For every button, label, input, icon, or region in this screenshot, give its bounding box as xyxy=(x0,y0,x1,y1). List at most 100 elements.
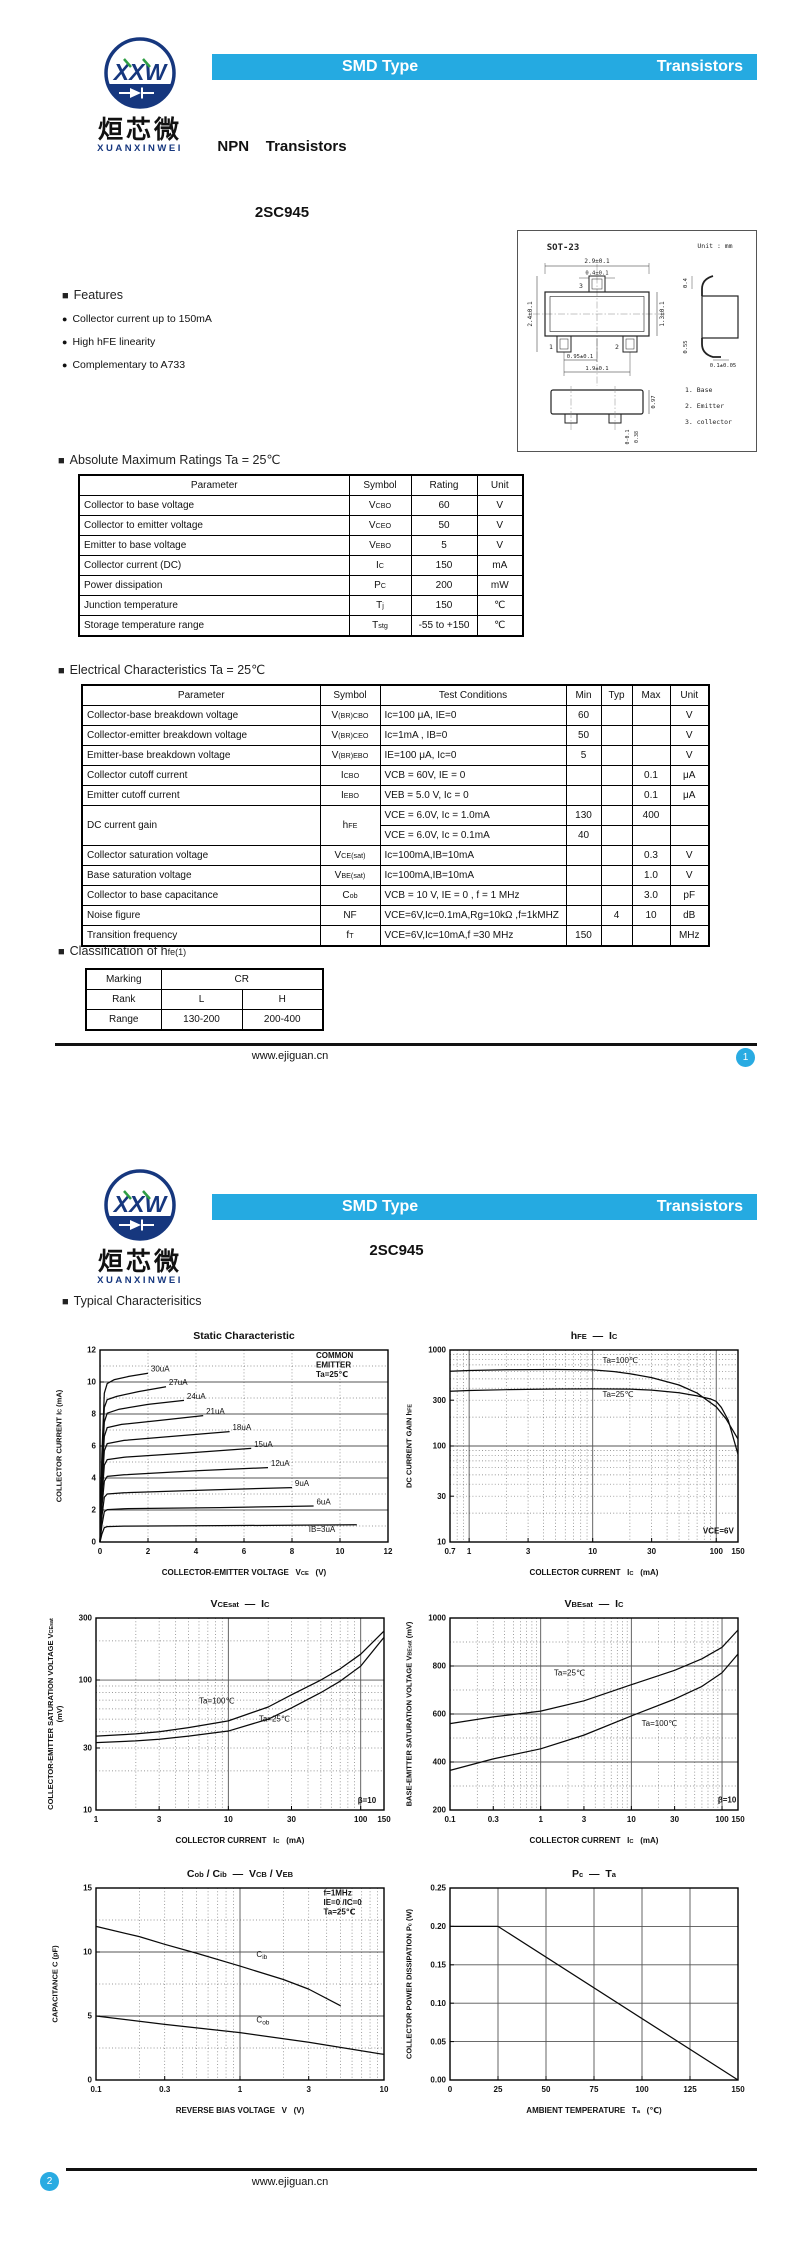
svg-text:0.05: 0.05 xyxy=(430,2037,446,2046)
svg-text:30: 30 xyxy=(670,1815,679,1824)
svg-text:10: 10 xyxy=(83,1948,92,1957)
table-cell: L xyxy=(160,989,243,1010)
table-cell: Transition frequency xyxy=(81,925,321,947)
chart-title: hFE — IC xyxy=(570,1330,618,1342)
chart-annotation: β=10 xyxy=(718,1795,737,1804)
x-axis-label: COLLECTOR CURRENT IC (mA) xyxy=(175,1836,305,1845)
svg-text:200: 200 xyxy=(433,1806,447,1815)
table-cell: Range xyxy=(85,1009,162,1031)
table-row: Range 130-200 200-400 xyxy=(85,1009,324,1031)
table-cell: 0.3 xyxy=(631,845,671,866)
svg-text:0.15: 0.15 xyxy=(430,1961,446,1970)
svg-text:1: 1 xyxy=(94,1815,99,1824)
table-cell: Base saturation voltage xyxy=(81,865,321,886)
svg-text:50: 50 xyxy=(542,2085,551,2094)
svg-text:15: 15 xyxy=(83,1884,92,1893)
x-axis-label: COLLECTOR CURRENT IC (mA) xyxy=(529,1568,659,1577)
table-cell: VCE = 6.0V, Ic = 0.1mA xyxy=(379,825,567,846)
svg-text:150: 150 xyxy=(731,2085,745,2094)
pin2-label: 2 xyxy=(615,343,619,351)
abs-max-heading: ■ Absolute Maximum Ratings Ta = 25℃ xyxy=(58,453,281,467)
svg-text:10: 10 xyxy=(87,1378,96,1387)
series-label: 6uA xyxy=(316,1497,331,1506)
svg-text:8: 8 xyxy=(92,1410,97,1419)
chart-series-Ta=25C xyxy=(95,1636,385,1744)
series-label: 9uA xyxy=(295,1479,310,1488)
x-axis-label: AMBIENT TEMPERATURE Ta (℃) xyxy=(526,2106,662,2115)
series-label: IB=3uA xyxy=(309,1525,336,1534)
bullet-icon: ● xyxy=(62,314,68,324)
series-label: 24uA xyxy=(187,1392,206,1401)
table-cell: V xyxy=(476,515,524,536)
series-label: Ta=100℃ xyxy=(199,1696,234,1705)
column-header: Symbol xyxy=(319,684,381,706)
table-cell: Ic=100 μA, IE=0 xyxy=(379,705,567,726)
svg-text:3: 3 xyxy=(582,1815,587,1824)
chart-series-18uA xyxy=(99,1430,230,1543)
table-cell: -55 to +150 xyxy=(410,615,478,637)
table-cell: IC xyxy=(348,555,412,576)
series-label: Ta=25℃ xyxy=(554,1669,585,1678)
x-axis-label: COLLECTOR CURRENT IC (mA) xyxy=(529,1836,659,1845)
table-cell xyxy=(669,825,710,846)
svg-text:150: 150 xyxy=(377,1815,391,1824)
table-row: Marking CR xyxy=(85,968,324,990)
logo-text: XXW xyxy=(112,59,169,85)
brand-name-english: XUANXINWEI xyxy=(97,1275,183,1286)
table-cell: Collector-base breakdown voltage xyxy=(81,705,321,726)
chart-vbesat-ic: VBEsat — IC 0.1 0.3 1 3 10 30 100 150 200 400 600 80… xyxy=(402,1598,747,1848)
y-axis-label: COLLECTOR CURRENT IC (mA) xyxy=(54,1389,64,1503)
table-cell: VCB = 60V, IE = 0 xyxy=(379,765,567,786)
logo-green-mark xyxy=(123,58,132,68)
svg-text:25: 25 xyxy=(494,2085,503,2094)
feature-item: ● Collector current up to 150mA xyxy=(62,313,212,325)
brand-name-chinese: 烜芯微 xyxy=(97,1248,182,1276)
svg-text:1: 1 xyxy=(467,1547,472,1556)
chart-static-characteristic: Static Characteristic 0 2 4 6 8 10 12 0 2 4 6 8 10 12 3… xyxy=(52,1330,397,1580)
table-cell: mA xyxy=(476,555,524,576)
chart-series-9uA xyxy=(99,1486,293,1543)
chart-title: Cob / Cib — VCB / VEB xyxy=(186,1868,294,1880)
column-header: Unit xyxy=(476,474,524,496)
svg-text:100: 100 xyxy=(79,1676,93,1685)
table-cell: 150 xyxy=(410,595,478,616)
table-cell xyxy=(600,725,633,746)
table-row: Rank L H xyxy=(85,989,324,1010)
unit-label: Unit : mm xyxy=(697,242,732,250)
table-row: Transition frequency fT VCE=6V,Ic=10mA,f =… xyxy=(81,925,710,947)
square-bullet-icon: ■ xyxy=(58,665,65,677)
svg-text:6: 6 xyxy=(92,1442,97,1451)
svg-text:0.1: 0.1 xyxy=(444,1815,456,1824)
table-cell: 3.0 xyxy=(631,885,671,906)
svg-text:3: 3 xyxy=(526,1547,531,1556)
page-number-badge: 2 xyxy=(40,2172,59,2191)
dim-front-lead: 0.38 xyxy=(634,431,640,443)
svg-text:0: 0 xyxy=(98,1547,103,1556)
svg-text:300: 300 xyxy=(79,1614,93,1623)
dim-body-height: 2.4±0.1 xyxy=(527,301,534,327)
chart-series-Ta=100C xyxy=(449,1368,739,1440)
y-axis-label: BASE-EMITTER SATURATION VOLTAGE VBEsat (… xyxy=(404,1621,414,1807)
table-cell: 400 xyxy=(631,805,671,826)
svg-text:4: 4 xyxy=(92,1474,97,1483)
table-cell xyxy=(565,845,602,866)
table-cell: MHz xyxy=(669,925,710,947)
table-cell: CR xyxy=(160,968,324,990)
table-cell: PC xyxy=(348,575,412,596)
table-row: Base saturation voltage VBE(sat) Ic=100mA,… xyxy=(81,865,710,886)
footer-url: www.ejiguan.cn xyxy=(251,2176,329,2188)
svg-text:0.00: 0.00 xyxy=(430,2076,446,2085)
table-cell: 200-400 xyxy=(241,1009,324,1031)
chart-series-IB=3uA xyxy=(99,1524,357,1543)
table-cell: Collector current (DC) xyxy=(78,555,350,576)
footer-divider xyxy=(66,2168,757,2171)
chart-plot: 0.1 0.3 1 3 10 0 5 10 15 Cib Cob f=1MHz IE=0 /IC=0 Ta… xyxy=(83,1884,389,2094)
diode-icon xyxy=(130,1220,141,1230)
header-bar-right-label: Transistors xyxy=(656,1198,743,1215)
brand-name-chinese: 烜芯微 xyxy=(97,116,182,144)
table-cell xyxy=(631,825,671,846)
chart-plot: 0.1 0.3 1 3 10 30 100 150 200 400 600 800 1000 Ta=25℃… xyxy=(428,1614,745,1824)
column-header: Typ xyxy=(600,684,633,706)
chart-pc-ta: Pc — Ta 0 25 50 75 100 125 150 0.00 0.05 0.10 0.15 0… xyxy=(402,1868,747,2118)
table-cell: pF xyxy=(669,885,710,906)
